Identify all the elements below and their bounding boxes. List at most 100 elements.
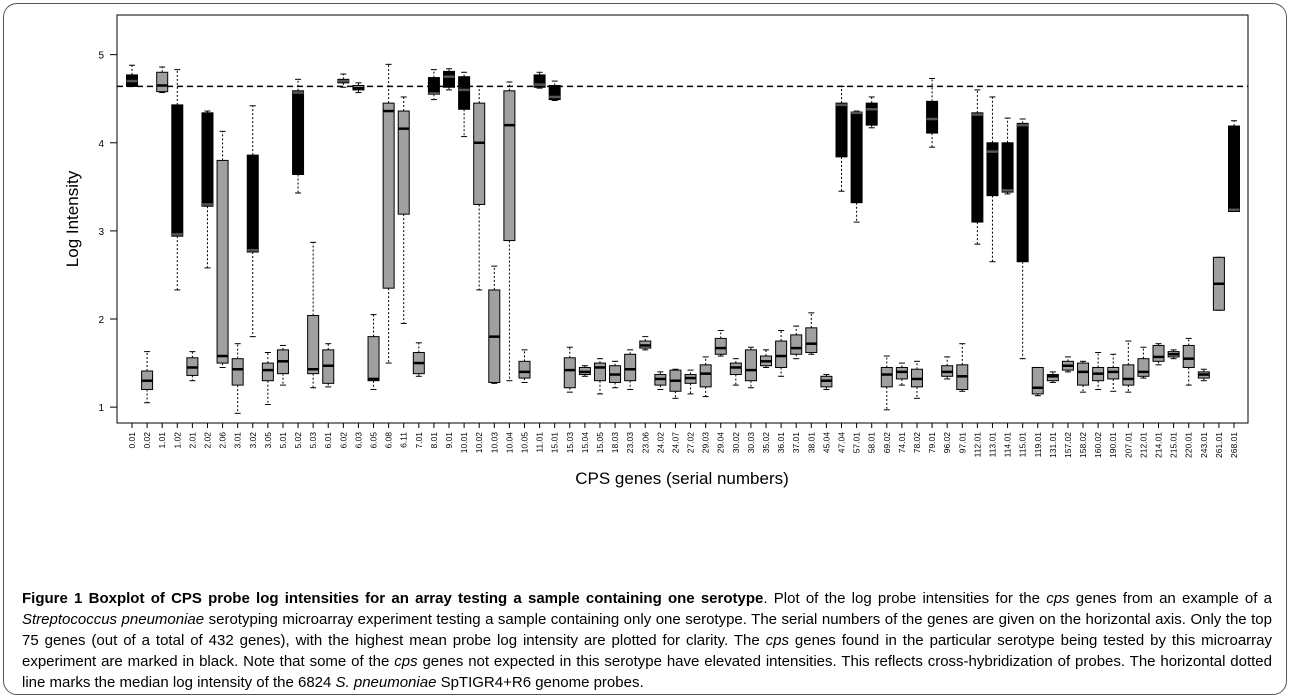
box: [1137, 358, 1150, 377]
x-tick-label: 3.05: [263, 432, 273, 449]
x-tick-label: 9.01: [444, 432, 454, 449]
x-tick-label: 15.03: [565, 432, 575, 454]
x-tick-label: 10.03: [489, 432, 499, 454]
box: [292, 90, 305, 175]
x-tick-label: 268.01: [1229, 432, 1239, 458]
x-tick-label: 7.01: [414, 432, 424, 449]
x-tick-label: 160.02: [1093, 432, 1103, 458]
box: [895, 366, 908, 380]
box: [926, 100, 939, 134]
box: [593, 362, 606, 382]
caption-text: cps: [1046, 590, 1070, 607]
box: [729, 362, 742, 376]
x-tick-label: 38.01: [806, 432, 816, 454]
x-tick-label: 0.01: [127, 432, 137, 449]
x-tick-label: 5.02: [293, 432, 303, 449]
x-tick-label: 15.04: [580, 432, 590, 454]
box: [1228, 125, 1240, 213]
y-axis-label: Log Intensity: [63, 170, 82, 267]
box: [986, 142, 999, 197]
x-tick-label: 10.04: [504, 432, 514, 454]
x-tick-label: 207.01: [1123, 432, 1133, 458]
x-tick-label: 11.01: [535, 432, 545, 453]
caption-text: cps: [765, 632, 789, 649]
x-tick-label: 30.03: [746, 432, 756, 454]
x-tick-label: 2.06: [218, 432, 228, 449]
box: [156, 71, 169, 93]
x-tick-label: 114.01: [1003, 432, 1013, 458]
x-tick-label: 6.03: [353, 432, 363, 449]
x-tick-label: 215.01: [1169, 432, 1179, 458]
x-tick-label: 3.02: [248, 432, 258, 449]
caption-title: Boxplot of CPS probe log intensities for…: [88, 590, 764, 607]
x-tick-label: 119.01: [1033, 432, 1043, 458]
x-tick-label: 190.01: [1108, 432, 1118, 458]
x-tick-label: 27.02: [686, 432, 696, 454]
x-tick-label: 261.01: [1214, 432, 1224, 458]
y-tick-label: 5: [98, 51, 104, 62]
x-tick-label: 30.02: [731, 432, 741, 454]
box: [775, 340, 788, 368]
x-tick-label: 220.01: [1184, 432, 1194, 458]
y-tick-label: 2: [98, 315, 104, 326]
x-tick-label: 112.01: [972, 432, 982, 458]
box: [458, 76, 471, 110]
caption-text: genes found in the particular serotype b…: [22, 632, 1272, 670]
x-tick-label: 115.01: [1018, 432, 1028, 458]
caption-label: Figure 1: [22, 590, 83, 607]
caption-text: Streptococcus pneumoniae: [22, 611, 205, 628]
box: [261, 362, 274, 382]
x-tick-label: 5.03: [308, 432, 318, 449]
box: [246, 154, 259, 253]
box: [171, 104, 184, 237]
x-tick-label: 2.01: [187, 432, 197, 449]
x-tick-label: 3.01: [233, 432, 243, 449]
x-tick-label: 131.01: [1048, 432, 1058, 458]
box: [850, 111, 863, 204]
box: [307, 314, 320, 375]
box: [744, 349, 757, 382]
caption: Figure 1 Boxplot of CPS probe log intens…: [22, 588, 1272, 693]
caption-text: cps: [394, 653, 418, 670]
y-tick-label: 4: [98, 139, 104, 150]
box: [367, 336, 380, 382]
x-tick-label: 6.11: [399, 432, 409, 448]
x-tick-label: 69.02: [882, 432, 892, 454]
x-tick-label: 10.02: [474, 432, 484, 454]
box: [624, 353, 637, 382]
caption-text: . Plot of the log probe intensities for …: [763, 590, 1047, 607]
x-tick-label: 6.08: [384, 432, 394, 449]
box: [382, 102, 395, 289]
x-tick-label: 79.01: [927, 432, 937, 454]
x-tick-label: 6.05: [369, 432, 379, 449]
x-tick-label: 47.04: [837, 432, 847, 454]
x-tick-label: 36.01: [776, 432, 786, 454]
box: [880, 366, 893, 388]
box: [790, 334, 803, 355]
box: [443, 70, 456, 88]
box: [865, 102, 878, 126]
x-tick-label: 23.03: [625, 432, 635, 454]
box: [835, 102, 848, 158]
box: [518, 360, 531, 379]
x-tick-label: 57.01: [852, 432, 862, 454]
x-tick-label: 0.02: [142, 432, 152, 449]
x-tick-label: 18.03: [610, 432, 620, 454]
box: [1107, 366, 1120, 380]
box: [397, 110, 410, 215]
box: [1182, 344, 1195, 368]
x-tick-label: 37.01: [791, 432, 801, 454]
x-tick-label: 6.02: [338, 432, 348, 449]
box: [699, 364, 712, 388]
y-tick-label: 1: [98, 403, 104, 414]
box: [563, 357, 576, 389]
x-tick-label: 157.02: [1063, 432, 1073, 458]
x-tick-label: 5.01: [278, 432, 288, 449]
x-tick-label: 158.02: [1078, 432, 1088, 458]
box: [201, 112, 214, 207]
x-tick-label: 45.04: [821, 432, 831, 454]
x-tick-label: 29.03: [701, 432, 711, 454]
x-tick-label: 15.05: [595, 432, 605, 454]
box: [1046, 374, 1059, 382]
plot-area: [116, 14, 1249, 424]
